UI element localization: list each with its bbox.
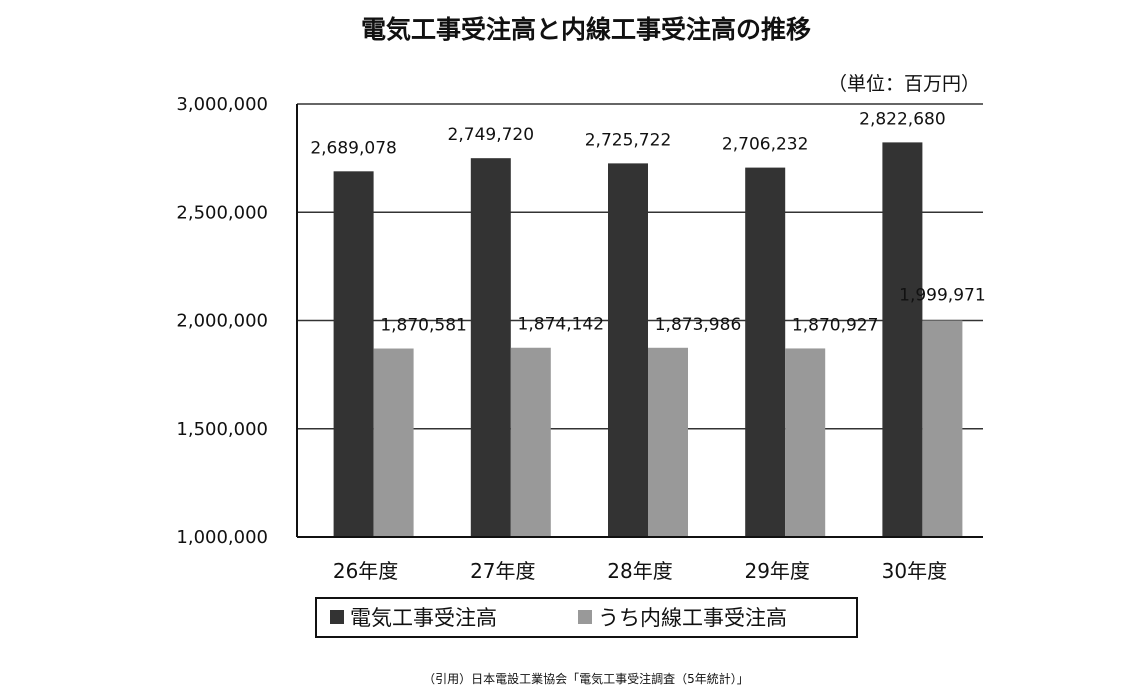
axes: 1,000,000 1,500,000 2,000,000 2,500,000 3,00… [176, 94, 983, 583]
y-tick-label: 2,000,000 [176, 311, 268, 332]
x-tick-label: 29年度 [744, 559, 809, 583]
legend: 電気工事受注高 うち内線工事受注高 [315, 597, 858, 638]
data-label: 1,870,581 [380, 316, 467, 336]
x-tick-label: 26年度 [333, 559, 398, 583]
y-tick-label: 1,000,000 [176, 527, 268, 548]
x-tick-label: 30年度 [882, 559, 947, 583]
bar-indoor [510, 347, 551, 537]
source-note: （引用）日本電設工業協会「電気工事受注調査（5年統計）」 [423, 671, 749, 686]
data-label: 1,873,986 [655, 315, 742, 335]
legend-swatch-indoor [578, 610, 592, 624]
data-label: 2,725,722 [585, 130, 672, 150]
bar-electrical [333, 171, 374, 537]
data-label: 1,870,927 [792, 315, 879, 335]
data-label: 2,706,232 [722, 135, 809, 155]
legend-label-indoor: うち内線工事受注高 [598, 606, 787, 630]
legend-swatch-electrical [330, 610, 344, 624]
bar-electrical [745, 167, 786, 537]
bars [333, 142, 963, 538]
bar-electrical [470, 158, 511, 538]
x-tick-label: 27年度 [470, 559, 535, 583]
unit-label: （単位：百万円） [828, 73, 980, 95]
bar-electrical [608, 163, 648, 538]
data-label: 1,874,142 [518, 315, 605, 335]
data-label: 2,689,078 [310, 138, 397, 158]
bar-indoor [373, 348, 414, 537]
bar-indoor [648, 347, 688, 537]
data-label: 2,749,720 [448, 125, 535, 145]
data-label: 1,999,971 [899, 286, 986, 306]
x-tick-label: 28年度 [607, 559, 672, 583]
legend-label-electrical: 電気工事受注高 [350, 606, 497, 630]
y-tick-label: 2,500,000 [176, 202, 268, 223]
y-tick-label: 1,500,000 [176, 419, 268, 440]
bar-indoor [922, 320, 963, 537]
y-tick-label: 3,000,000 [176, 94, 268, 115]
bar-indoor [785, 348, 826, 537]
bar-electrical [882, 142, 923, 538]
data-labels: 2,689,078 1,870,581 2,749,720 1,874,142 2,72… [310, 109, 985, 335]
chart-title: 電気工事受注高と内線工事受注高の推移 [361, 15, 811, 44]
data-label: 2,822,680 [859, 109, 946, 129]
